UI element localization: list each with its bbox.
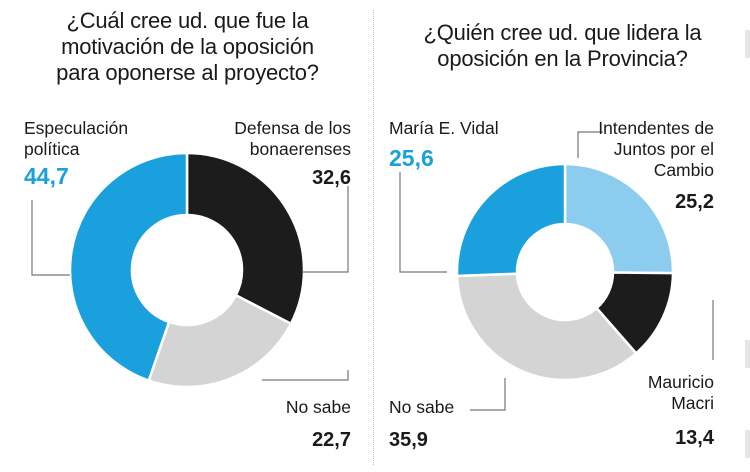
slice-label-line: María E. Vidal <box>389 118 499 138</box>
slice-label-nosabe: No sabe <box>389 397 454 418</box>
donut-slice <box>455 162 567 278</box>
slice-label-vidal: María E. Vidal <box>389 118 499 139</box>
slice-label-line: Juntos por el <box>613 139 714 159</box>
chart-title-line: oposición en la Provincia? <box>437 46 688 71</box>
leader-line <box>262 370 349 381</box>
donut-slice <box>147 293 293 389</box>
leader-line <box>399 172 447 273</box>
donut-slice <box>68 151 189 383</box>
leader-line <box>31 200 70 276</box>
slice-value-especulacion: 44,7 <box>24 163 69 189</box>
donut-chart <box>31 151 349 389</box>
chart-panel-leader: ¿Quién cree ud. que lidera la oposición … <box>375 0 750 472</box>
leader-line <box>303 186 349 273</box>
donut-slice <box>563 162 675 275</box>
slice-label-especulacion: Especulación política <box>24 118 128 160</box>
slice-value-nosabe: 35,9 <box>389 429 428 451</box>
slice-label-line: No sabe <box>285 397 351 417</box>
slice-label-line: Especulación <box>24 118 129 138</box>
slice-label-macri: Mauricio Macri <box>648 372 714 414</box>
slice-label-line: política <box>24 139 80 159</box>
edge-decoration <box>745 340 750 368</box>
leader-line <box>470 378 506 411</box>
slice-label-line: Macri <box>671 393 714 413</box>
slice-label-line: No sabe <box>389 397 455 417</box>
chart-title: ¿Cuál cree ud. que fue la motivación de … <box>0 8 375 86</box>
chart-title-line: ¿Cuál cree ud. que fue la <box>66 8 309 33</box>
donut-slice <box>185 151 306 326</box>
slice-label-line: Intendentes de <box>598 118 714 138</box>
slice-label-line: bonaerenses <box>249 139 351 159</box>
slice-value-defensa: 32,6 <box>312 167 351 189</box>
leader-line <box>577 131 603 158</box>
panel-divider <box>373 10 374 465</box>
slice-label-line: Defensa de los <box>234 118 351 138</box>
edge-decoration <box>745 30 750 58</box>
chart-title-line: para oponerse al proyecto? <box>56 60 319 85</box>
slice-value-vidal: 25,6 <box>389 145 434 171</box>
slice-value-macri: 13,4 <box>675 427 714 449</box>
slice-label-nosabe: No sabe <box>286 397 351 418</box>
slice-label-line: Cambio <box>653 160 714 180</box>
slice-label-defensa: Defensa de los bonaerenses <box>234 118 351 160</box>
donut-chart <box>399 131 714 411</box>
slice-value-intendentes: 25,2 <box>675 191 714 213</box>
chart-title-line: ¿Quién cree ud. que lidera la <box>423 20 702 45</box>
edge-decoration <box>745 430 750 458</box>
chart-title-line: motivación de la oposición <box>61 34 314 59</box>
donut-slice <box>455 272 638 382</box>
slice-value-nosabe: 22,7 <box>312 429 351 451</box>
slice-label-intendentes: Intendentes de Juntos por el Cambio <box>598 118 714 181</box>
chart-title: ¿Quién cree ud. que lidera la oposición … <box>375 20 750 72</box>
chart-panel-motivation: ¿Cuál cree ud. que fue la motivación de … <box>0 8 375 451</box>
slice-label-line: Mauricio <box>647 372 714 392</box>
